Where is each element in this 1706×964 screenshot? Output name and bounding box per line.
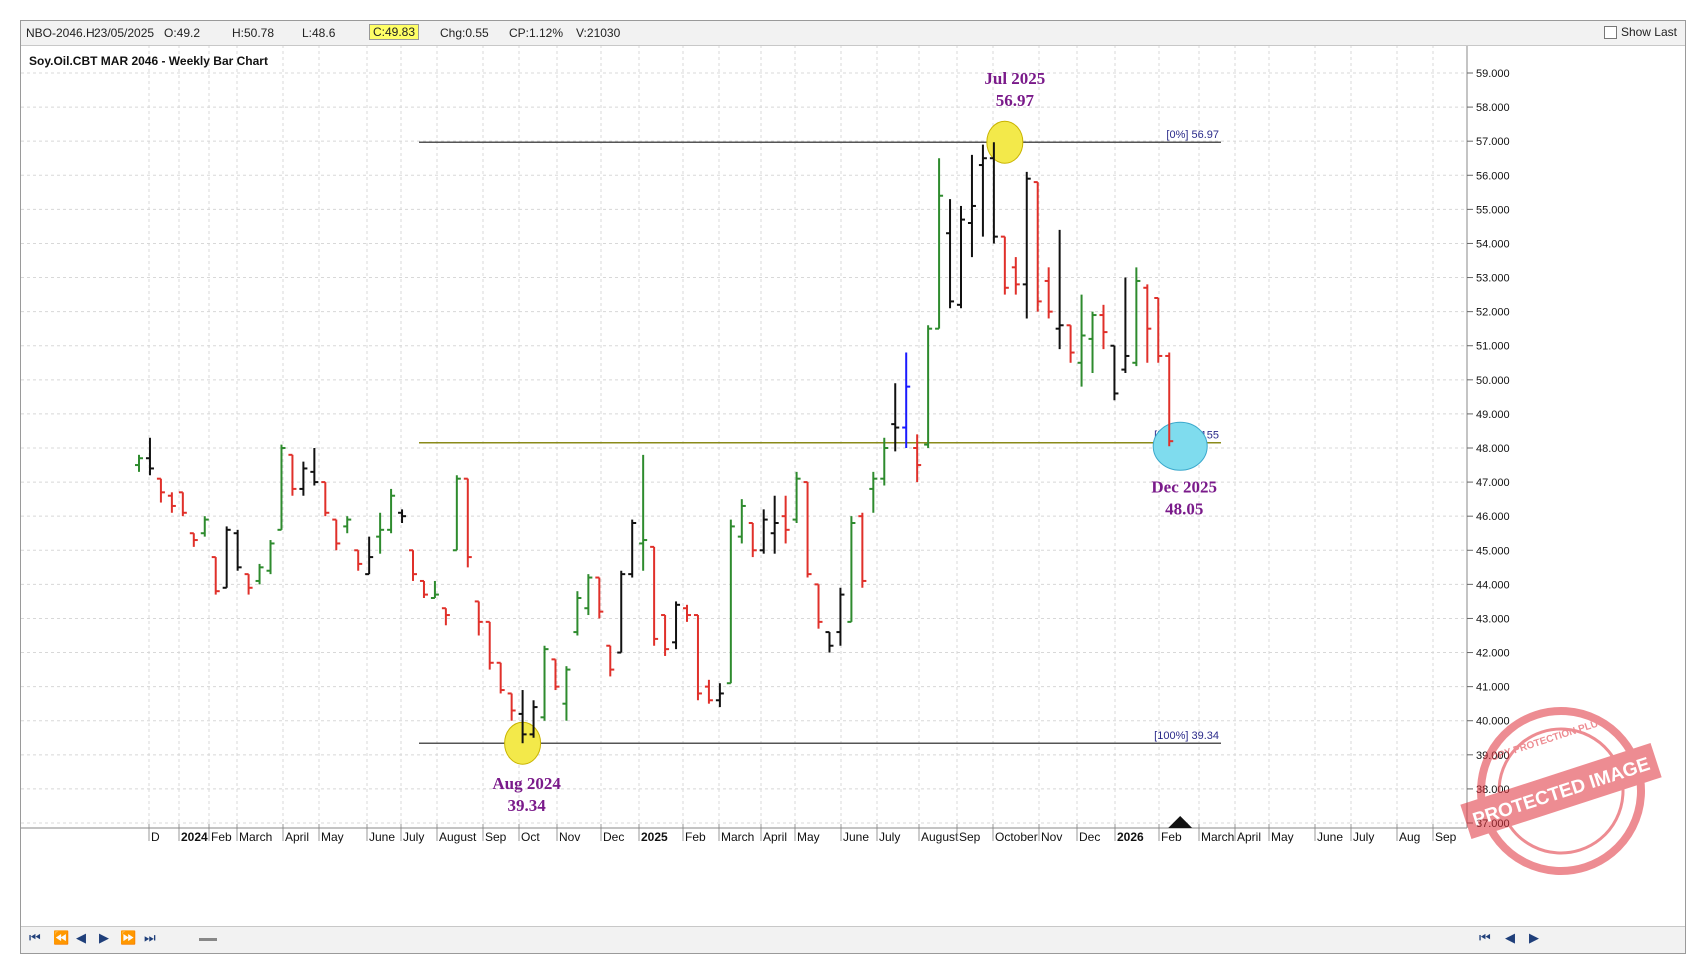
y-tick-label: 44.000 bbox=[1476, 579, 1510, 591]
y-tick-label: 39.000 bbox=[1476, 750, 1510, 762]
x-tick-label: April bbox=[763, 830, 787, 844]
fast-forward-icon[interactable]: ⏩ bbox=[120, 931, 137, 946]
x-tick-label: Aug bbox=[1399, 830, 1420, 844]
zoom-out-icon[interactable]: ⏮ bbox=[1479, 931, 1491, 946]
x-tick-label: May bbox=[1271, 830, 1294, 844]
x-tick-label: Feb bbox=[211, 830, 232, 844]
chart-title: Soy.Oil.CBT MAR 2046 - Weekly Bar Chart bbox=[29, 54, 268, 68]
fast-back-icon[interactable]: ⏪ bbox=[53, 931, 70, 946]
scroll-left-icon[interactable]: ◀ bbox=[1505, 931, 1515, 946]
x-tick-label: Nov bbox=[559, 830, 580, 844]
annotation-value-label: 48.05 bbox=[1165, 499, 1203, 518]
scroll-thumb[interactable] bbox=[199, 938, 217, 941]
annotation-month-label: Jul 2025 bbox=[984, 69, 1045, 88]
y-tick-label: 57.000 bbox=[1476, 136, 1510, 148]
x-tick-label: Sep bbox=[485, 830, 507, 844]
annotation-month-label: Aug 2024 bbox=[492, 774, 561, 793]
high-value: H:50.78 bbox=[232, 26, 275, 40]
annotation-value-label: 39.34 bbox=[507, 796, 546, 815]
y-tick-label: 37.000 bbox=[1476, 818, 1510, 830]
x-tick-label: August bbox=[439, 830, 477, 844]
y-tick-label: 46.000 bbox=[1476, 511, 1510, 523]
x-tick-label: March bbox=[239, 830, 272, 844]
x-tick-label: 2025 bbox=[641, 830, 668, 844]
y-tick-label: 59.000 bbox=[1476, 68, 1510, 80]
x-tick-label: May bbox=[321, 830, 344, 844]
navigation-bar: ⏮ ⏪ ◀ ▶ ⏩ ⏭ ⏮ ◀ ▶ bbox=[21, 926, 1685, 953]
x-tick-label: 2026 bbox=[1117, 830, 1144, 844]
x-tick-label: Feb bbox=[685, 830, 706, 844]
fib-level-label: [100%] 39.34 bbox=[1154, 730, 1219, 742]
x-tick-label: March bbox=[721, 830, 754, 844]
show-last-toggle[interactable]: Show Last bbox=[1603, 25, 1677, 39]
last-page-icon[interactable]: ⏭ bbox=[144, 931, 156, 946]
step-forward-icon[interactable]: ▶ bbox=[99, 931, 109, 946]
annotation-marker bbox=[986, 120, 1024, 164]
annotation-value-label: 56.97 bbox=[996, 91, 1035, 110]
y-tick-label: 50.000 bbox=[1476, 375, 1510, 387]
x-tick-label: March bbox=[1201, 830, 1234, 844]
x-tick-label: June bbox=[843, 830, 869, 844]
x-tick-label: July bbox=[403, 830, 424, 844]
annotation-month-label: Dec 2025 bbox=[1151, 477, 1217, 496]
x-tick-label: July bbox=[879, 830, 900, 844]
x-tick-label: Nov bbox=[1041, 830, 1062, 844]
y-tick-label: 55.000 bbox=[1476, 204, 1510, 216]
low-value: L:48.6 bbox=[302, 26, 336, 40]
show-last-checkbox[interactable] bbox=[1603, 25, 1617, 39]
y-tick-label: 48.000 bbox=[1476, 443, 1510, 455]
y-tick-label: 49.000 bbox=[1476, 409, 1510, 421]
x-tick-label: July bbox=[1353, 830, 1374, 844]
annotation-marker bbox=[1152, 421, 1208, 471]
date-label: 23/05/2025 bbox=[94, 26, 155, 40]
x-tick-label: April bbox=[285, 830, 309, 844]
current-bar-marker bbox=[1168, 816, 1193, 828]
chart-window: D 2024 Feb March April May June July August Sep Oc… bbox=[20, 20, 1686, 954]
fib-level-label: [0%] 56.97 bbox=[1166, 129, 1219, 141]
info-bar: NBO-2046.H 23/05/2025 O:49.2 H:50.78 L:4… bbox=[21, 21, 1685, 46]
x-tick-label: D bbox=[151, 830, 160, 844]
y-tick-label: 51.000 bbox=[1476, 341, 1510, 353]
y-tick-label: 53.000 bbox=[1476, 273, 1510, 285]
y-tick-label: 47.000 bbox=[1476, 477, 1510, 489]
x-tick-label: Oct bbox=[521, 830, 540, 844]
y-tick-label: 43.000 bbox=[1476, 613, 1510, 625]
x-tick-label: Dec bbox=[1079, 830, 1100, 844]
y-tick-label: 54.000 bbox=[1476, 238, 1510, 250]
y-tick-label: 40.000 bbox=[1476, 716, 1510, 728]
y-tick-label: 45.000 bbox=[1476, 545, 1510, 557]
symbol-label: NBO-2046.H bbox=[26, 26, 95, 40]
y-tick-label: 42.000 bbox=[1476, 648, 1510, 660]
close-value: C:49.83 bbox=[369, 24, 420, 40]
volume-value: V:21030 bbox=[576, 26, 621, 40]
chart-canvas: D 2024 Feb March April May June July August Sep Oc… bbox=[21, 45, 1510, 844]
x-tick-label: June bbox=[369, 830, 395, 844]
change-value: Chg:0.55 bbox=[440, 26, 489, 40]
x-tick-label: June bbox=[1317, 830, 1343, 844]
x-tick-label: Dec bbox=[603, 830, 624, 844]
y-tick-label: 56.000 bbox=[1476, 170, 1510, 182]
show-last-label: Show Last bbox=[1620, 25, 1677, 39]
plot-area bbox=[21, 45, 1467, 825]
scroll-right-icon[interactable]: ▶ bbox=[1529, 931, 1539, 946]
y-tick-label: 38.000 bbox=[1476, 784, 1510, 796]
x-tick-label: October bbox=[995, 830, 1038, 844]
step-back-icon[interactable]: ◀ bbox=[76, 931, 86, 946]
x-tick-label: Sep bbox=[959, 830, 981, 844]
x-tick-label: Sep bbox=[1435, 830, 1457, 844]
first-page-icon[interactable]: ⏮ bbox=[29, 931, 41, 946]
y-tick-label: 52.000 bbox=[1476, 307, 1510, 319]
change-pct-value: CP:1.12% bbox=[509, 26, 564, 40]
y-tick-label: 58.000 bbox=[1476, 102, 1510, 114]
x-tick-label: August bbox=[921, 830, 959, 844]
y-tick-label: 41.000 bbox=[1476, 682, 1510, 694]
x-tick-label: 2024 bbox=[181, 830, 208, 844]
x-tick-label: April bbox=[1237, 830, 1261, 844]
x-tick-label: Feb bbox=[1161, 830, 1182, 844]
open-value: O:49.2 bbox=[164, 26, 201, 40]
x-tick-label: May bbox=[797, 830, 820, 844]
